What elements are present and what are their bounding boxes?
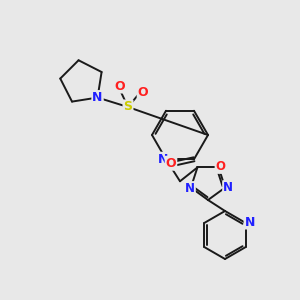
Text: N: N xyxy=(244,215,255,229)
Text: O: O xyxy=(138,86,148,100)
Text: N: N xyxy=(185,182,195,195)
Text: O: O xyxy=(216,160,226,173)
Text: O: O xyxy=(166,157,176,170)
Text: O: O xyxy=(115,80,125,92)
Text: S: S xyxy=(124,100,133,113)
Text: N: N xyxy=(223,181,233,194)
Text: N: N xyxy=(158,153,168,166)
Text: N: N xyxy=(92,91,103,104)
